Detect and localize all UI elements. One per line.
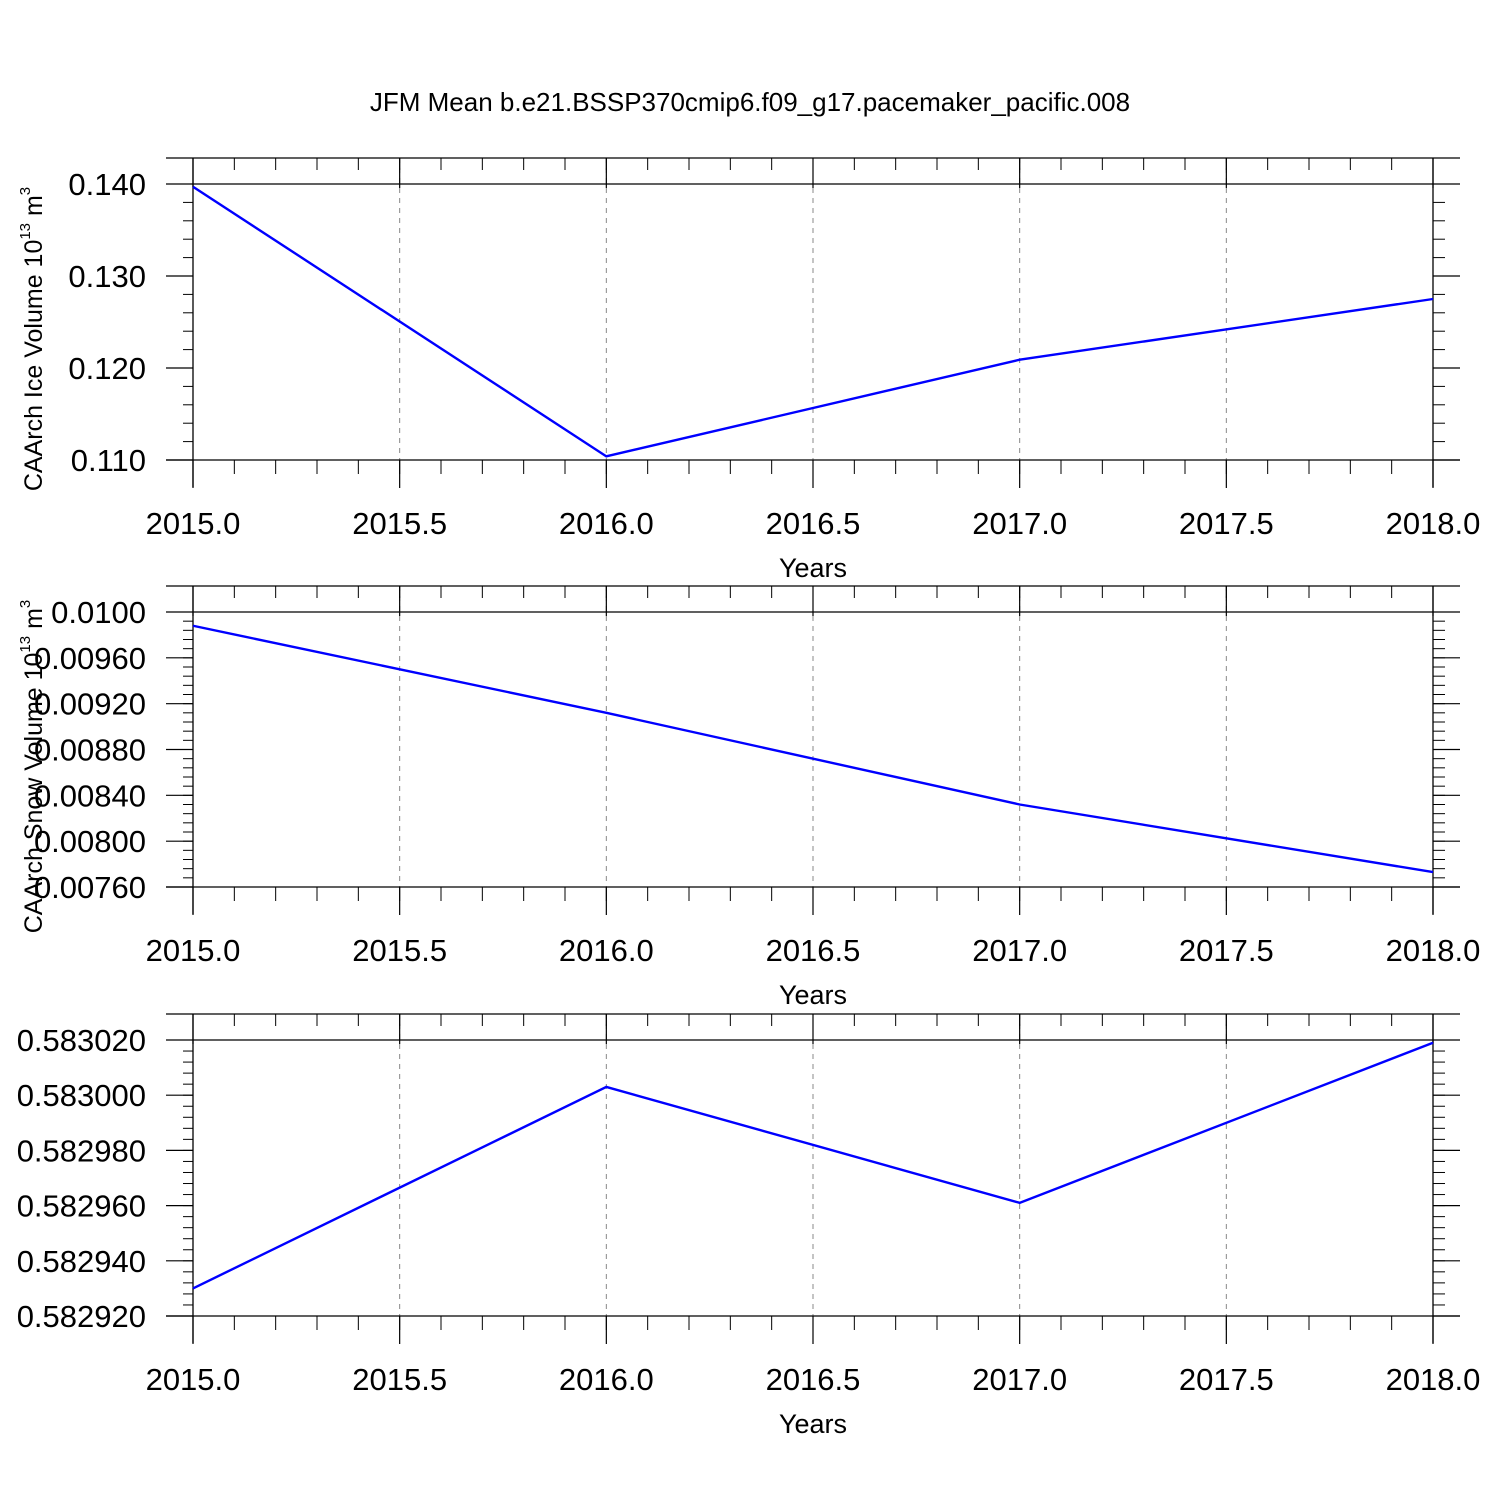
x-tick-label: 2017.5 xyxy=(1179,506,1274,541)
figure-title: JFM Mean b.e21.BSSP370cmip6.f09_g17.pace… xyxy=(370,87,1130,117)
y-tick-label: 0.582920 xyxy=(17,1299,146,1334)
x-tick-label: 2017.0 xyxy=(972,506,1067,541)
y-tick-label: 0.00760 xyxy=(34,870,146,905)
x-tick-label: 2016.5 xyxy=(766,506,861,541)
x-tick-label: 2017.5 xyxy=(1179,1362,1274,1397)
x-axis-label: Years xyxy=(779,1409,847,1439)
y-tick-label: 0.00840 xyxy=(34,778,146,813)
y-tick-label: 0.110 xyxy=(71,443,146,478)
y-tick-label: 0.00920 xyxy=(34,687,146,722)
panels: 0.110 0.120 0.130 0.140 2015.0 2015.5 2016.0 20… xyxy=(17,157,1481,1439)
y-tick-label: 0.583020 xyxy=(17,1023,146,1058)
x-tick-label: 2018.0 xyxy=(1386,506,1481,541)
series-line xyxy=(192,185,1434,458)
series-line xyxy=(192,624,1434,874)
y-tick-label: 0.582940 xyxy=(17,1244,146,1279)
x-axis-label: Years xyxy=(779,980,847,1010)
x-tick-label: 2015.5 xyxy=(352,1362,447,1397)
y-tick-label: 0.582960 xyxy=(17,1189,146,1224)
y-axis-label: CAArch Ice Volume 1013 m3 xyxy=(17,187,48,491)
y-tick-label: 0.130 xyxy=(68,259,146,294)
x-tick-label: 2015.5 xyxy=(352,933,447,968)
x-tick-label: 2017.5 xyxy=(1179,933,1274,968)
x-tick-label: 2016.0 xyxy=(559,1362,654,1397)
y-tick-label: 0.00800 xyxy=(34,824,146,859)
y-tick-label: 0.00880 xyxy=(34,733,146,768)
y-axis-label: CAArch Snow Volume 1013 m3 xyxy=(17,600,48,934)
x-tick-label: 2015.0 xyxy=(146,933,241,968)
x-tick-label: 2017.0 xyxy=(972,1362,1067,1397)
y-tick-label: 0.00960 xyxy=(34,641,146,676)
y-tick-label: 0.583000 xyxy=(17,1078,146,1113)
y-tick-label: 0.120 xyxy=(68,351,146,386)
x-tick-label: 2015.5 xyxy=(352,506,447,541)
y-tick-label: 0.0100 xyxy=(51,595,146,630)
y-tick-label: 0.140 xyxy=(68,167,146,202)
x-tick-label: 2015.0 xyxy=(146,506,241,541)
x-tick-label: 2016.5 xyxy=(766,1362,861,1397)
y-tick-label: 0.582980 xyxy=(17,1133,146,1168)
series-line xyxy=(192,1041,1434,1290)
x-tick-label: 2017.0 xyxy=(972,933,1067,968)
x-tick-label: 2015.0 xyxy=(146,1362,241,1397)
chart-panel-2: 0.00760 0.00800 0.00840 0.00880 0.00920 0.009… xyxy=(17,585,1481,1010)
x-tick-label: 2016.5 xyxy=(766,933,861,968)
chart-panel-1: 0.110 0.120 0.130 0.140 2015.0 2015.5 2016.0 20… xyxy=(17,157,1481,583)
x-axis-label: Years xyxy=(779,553,847,583)
x-tick-label: 2016.0 xyxy=(559,506,654,541)
x-tick-label: 2016.0 xyxy=(559,933,654,968)
chart-panel-3: 0.582920 0.582940 0.582960 0.582980 0.583000… xyxy=(17,1013,1481,1439)
x-tick-label: 2018.0 xyxy=(1386,933,1481,968)
x-tick-label: 2018.0 xyxy=(1386,1362,1481,1397)
